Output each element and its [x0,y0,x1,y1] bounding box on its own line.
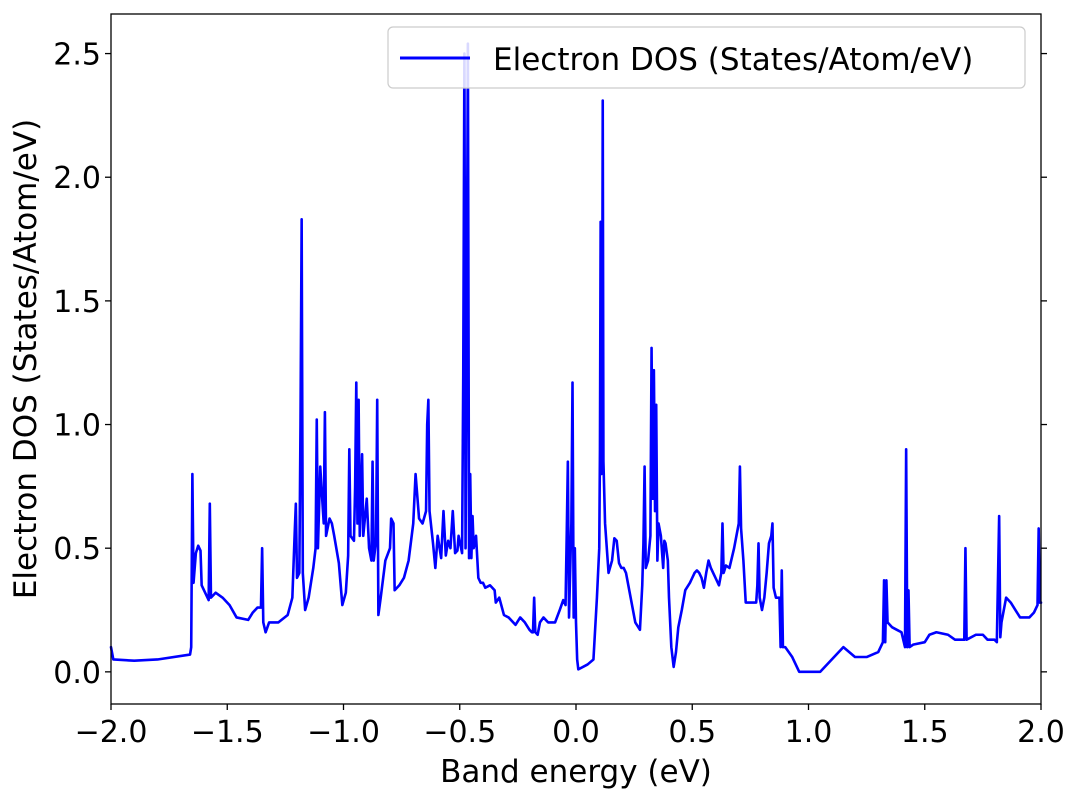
x-tick-label: −1.5 [191,715,264,750]
y-tick-label: 1.5 [53,285,101,320]
series-line [109,42,1043,674]
x-tick-label: 0.5 [668,715,716,750]
y-tick-label: 2.0 [53,161,101,196]
y-tick-label: 1.0 [53,409,101,444]
x-tick-label: 0.0 [552,715,600,750]
y-tick-label: 0.5 [53,532,101,567]
legend-label: Electron DOS (States/Atom/eV) [493,42,973,78]
y-tick-label: 2.5 [53,38,101,73]
x-tick-label: −0.5 [423,715,496,750]
axes-frame [110,13,1042,705]
y-tick-label: 0.0 [53,656,101,691]
y-axis-label: Electron DOS (States/Atom/eV) [8,119,44,599]
plot-layer [109,42,1043,674]
ticks-layer: −2.0 −1.5 −1.0 −0.5 0.0 0.5 1.0 1.5 2.0 0.0 0.5 1.0… [53,38,1065,750]
x-tick-label: 2.0 [1017,715,1065,750]
legend: Electron DOS (States/Atom/eV) [387,26,1026,89]
x-tick-label: 1.0 [785,715,833,750]
x-tick-label: −2.0 [75,715,148,750]
x-axis-label: Band energy (eV) [440,754,712,790]
x-tick-label: −1.0 [307,715,380,750]
legend-box [387,26,1026,89]
x-tick-label: 1.5 [901,715,949,750]
